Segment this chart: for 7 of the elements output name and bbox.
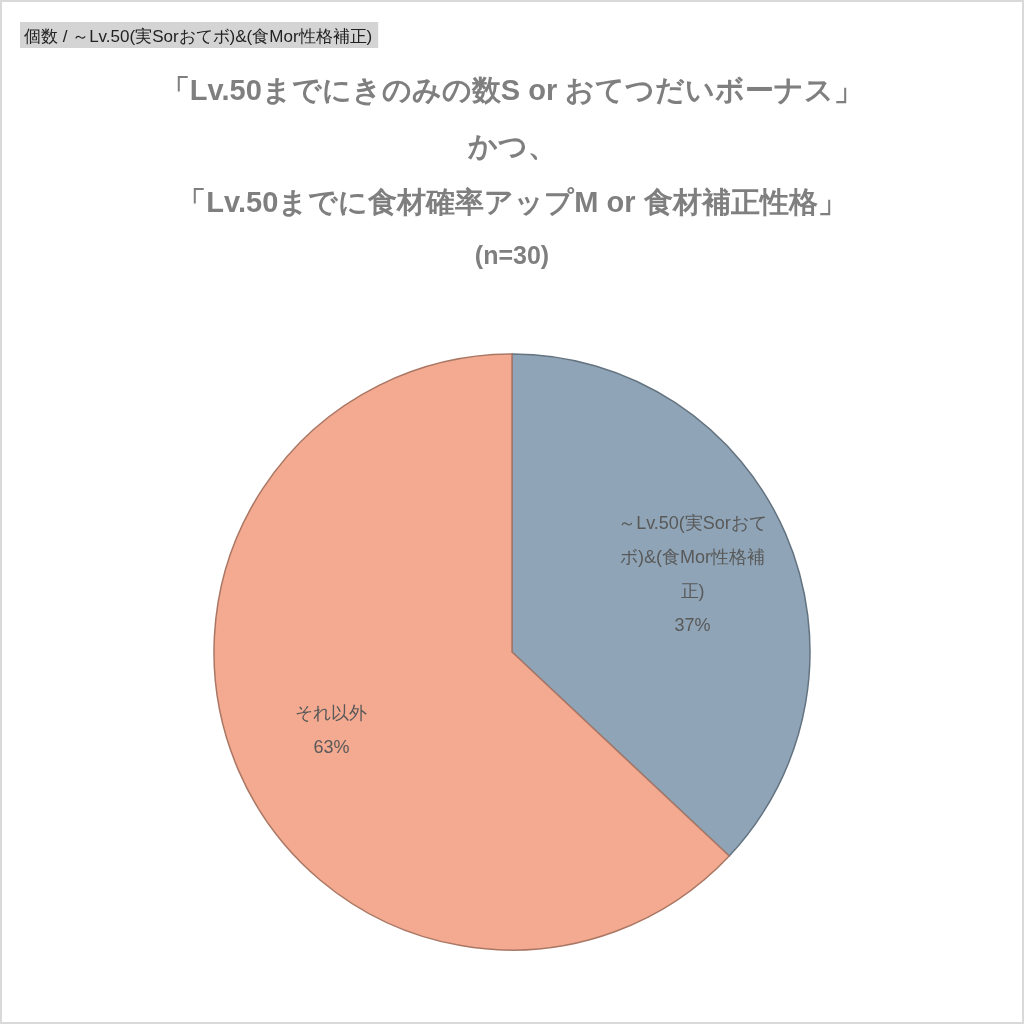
data-label: 63% — [313, 737, 350, 758]
chart-subtitle: (n=30) — [474, 241, 550, 269]
data-label: 37% — [674, 614, 711, 635]
annotation: 個数 / ～Lv.50(実Sorおてボ)&(食Mor性格補正) — [20, 22, 379, 48]
chart-title: 「Lv.50までにきのみの数S or おてつだいボーナス」かつ、「Lv.50までに食材確率アップM or 食材補正性格」 — [160, 74, 864, 218]
slice-label: それ以外 — [295, 703, 368, 724]
slice-label: ～Lv.50(実Sorおてボ)&(食Mor性格補正) — [618, 512, 767, 601]
